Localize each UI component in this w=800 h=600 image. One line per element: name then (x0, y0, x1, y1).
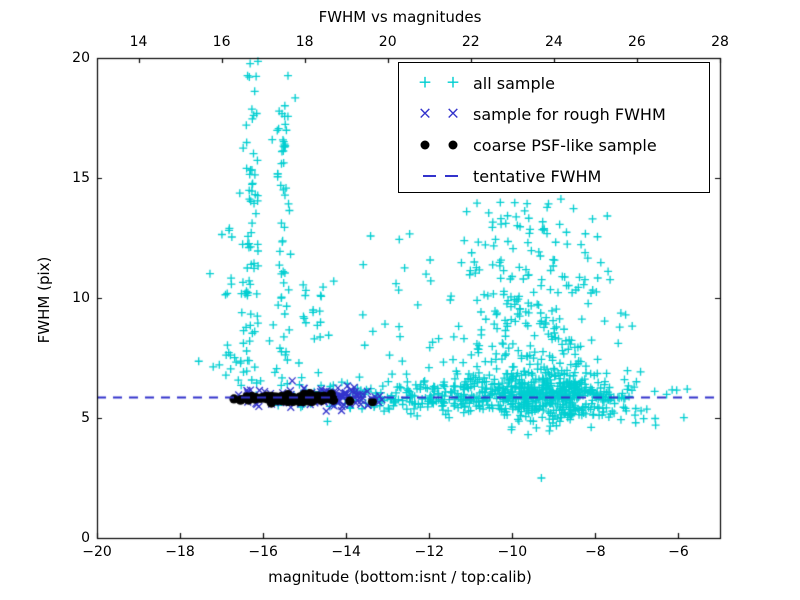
x-tick-label-bottom: −10 (497, 544, 528, 560)
legend-label: coarse PSF-like sample (473, 135, 657, 155)
x-tick-label-top: 24 (544, 34, 563, 50)
legend-item: coarse PSF-like sample (399, 129, 709, 161)
y-tick-label: 10 (72, 290, 90, 306)
x-tick-label-top: 16 (212, 34, 231, 50)
y-tick-label: 0 (81, 530, 90, 546)
x-tick-label-bottom: −12 (414, 544, 445, 560)
chart-title: FWHM vs magnitudes (318, 8, 482, 26)
x-tick-label-top: 22 (461, 34, 480, 50)
legend-item: + + all sample (399, 67, 709, 99)
x-tick-label-top: 20 (378, 34, 397, 50)
legend-marker-dot-icon (409, 129, 467, 161)
x-tick-label-bottom: −8 (585, 544, 606, 560)
legend-marker-cross-icon: × × (417, 103, 461, 124)
legend-label: tentative FWHM (473, 166, 602, 186)
x-tick-label-bottom: −20 (82, 544, 112, 560)
x-tick-label-bottom: −16 (248, 544, 278, 560)
y-tick-label: 20 (72, 50, 90, 66)
legend-item: × × sample for rough FWHM (399, 98, 709, 130)
x-tick-label-bottom: −18 (165, 544, 195, 560)
legend-label: sample for rough FWHM (473, 104, 666, 124)
x-tick-label-bottom: −14 (331, 544, 361, 560)
x-axis-label: magnitude (bottom:isnt / top:calib) (268, 568, 532, 586)
x-tick-label-top: 28 (711, 34, 729, 50)
x-tick-label-top: 14 (129, 34, 148, 50)
y-tick-label: 5 (81, 410, 90, 426)
x-tick-label-bottom: −6 (668, 544, 689, 560)
legend-marker-plus-icon: + + (417, 72, 461, 93)
legend-label: all sample (473, 73, 555, 93)
x-tick-label-top: 18 (295, 34, 314, 50)
legend-item: tentative FWHM (399, 160, 709, 192)
legend-marker-dashed-line-icon (409, 160, 467, 192)
chart-legend: + + all sample × × sample for rough FWHM coars… (398, 62, 710, 193)
x-tick-label-top: 26 (628, 34, 646, 50)
y-tick-label: 15 (72, 170, 90, 186)
